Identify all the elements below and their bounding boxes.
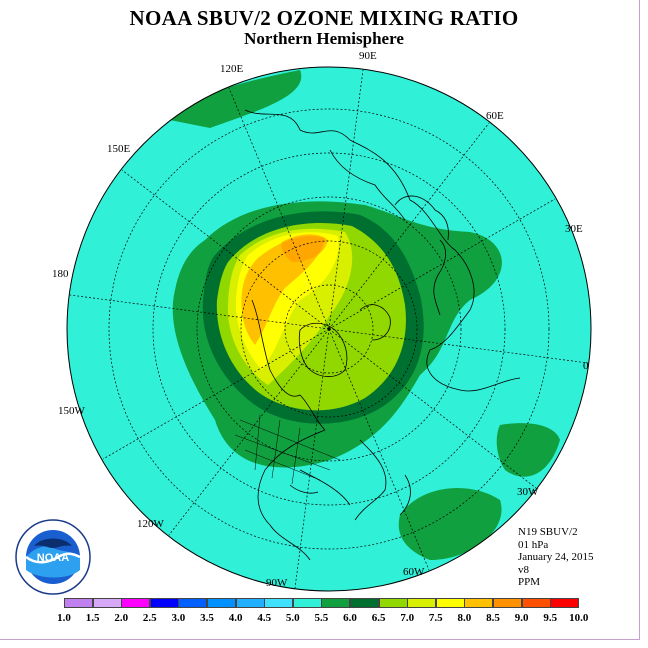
colorbar-swatch [178,598,208,608]
colorbar-tick-label: 9.5 [543,612,558,624]
contour-8-0 [241,236,325,345]
colorbar-swatch [121,598,151,608]
lon-label-60w: 60W [403,566,425,578]
colorbar-swatch [435,598,465,608]
info-units: PPM [518,576,541,588]
colorbar-swatch [264,598,294,608]
lon-label-120w: 120W [137,518,164,530]
lon-label-150w: 150W [58,405,85,417]
contour-8-0-b [281,234,328,262]
info-date: January 24, 2015 [518,551,594,563]
contour-5-0-atlantic [398,488,502,560]
contour-5-0-east [496,423,560,477]
lon-label-30w: 30W [517,486,539,498]
colorbar-tick-label: 8.5 [486,612,500,624]
colorbar-tick-label: 7.5 [428,612,443,624]
colorbar-swatch [292,598,322,608]
state-borders [234,414,341,485]
lon-label-120e: 120E [220,63,244,75]
colorbar-tick-label: 7.0 [400,612,415,624]
info-level: 01 hPa [518,538,549,551]
page-title: NOAA SBUV/2 OZONE MIXING RATIO [129,6,519,30]
colorbar-tick-label: 5.5 [314,612,329,624]
colorbar-swatch [64,598,93,608]
colorbar-swatch [235,598,265,608]
lon-label-180: 180 [52,268,69,280]
colorbar-swatch [321,598,351,608]
coastlines [244,109,521,561]
lon-label-60e: 60E [486,110,504,122]
colorbar-tick-label: 9.0 [514,612,529,624]
colorbar-swatch [378,598,408,608]
colorbar-tick-label: 5.0 [285,612,300,624]
info-block: N19 SBUV/2 01 hPa January 24, 2015 v8 PP… [518,526,593,589]
lon-label-90w: 90W [266,577,288,589]
lon-label-150e: 150E [107,143,131,155]
page-subtitle: Northern Hemisphere [244,29,404,48]
contour-5-0-pacific [160,70,302,128]
lon-label-30e: 30E [565,223,583,235]
colorbar-tick-label: 3.5 [200,612,214,624]
map-boundary [66,66,592,592]
logo-text: NOAA [37,552,69,564]
colorbar-tick-label: 1.5 [85,612,100,624]
colorbar-tick-label: 3.0 [171,612,186,624]
info-version: v8 [518,563,529,576]
colorbar-tick-label: 4.5 [257,612,272,624]
lon-label-90e: 90E [359,50,377,62]
colorbar-tick-label: 2.0 [114,612,129,624]
colorbar-tick-label: 2.5 [142,612,157,624]
latitude-circles [108,108,550,550]
colorbar-swatch [92,598,122,608]
figure-frame [0,0,640,640]
noaa-logo: NOAA [15,519,91,595]
colorbar-swatch [521,598,551,608]
colorbar-swatch [149,598,179,608]
colorbar-tick-label: 6.0 [343,612,357,624]
meridians [69,69,589,589]
info-satellite: N19 SBUV/2 [518,526,578,538]
colorbar-swatch [550,598,580,608]
colorbar-tick-label: 10.0 [569,612,589,624]
colorbar-swatch [464,598,494,608]
colorbar-swatch [207,598,236,608]
colorbar-swatch [493,598,522,608]
colorbar-tick-label: 4.0 [228,612,243,624]
colorbar-swatch [407,598,437,608]
colorbar-tick-label: 8.0 [457,612,472,624]
colorbar-swatch [350,598,379,608]
lon-label-0: 0 [583,360,589,372]
colorbar-tick-label: 1.0 [57,612,71,624]
colorbar-tick-label: 6.5 [371,612,386,624]
